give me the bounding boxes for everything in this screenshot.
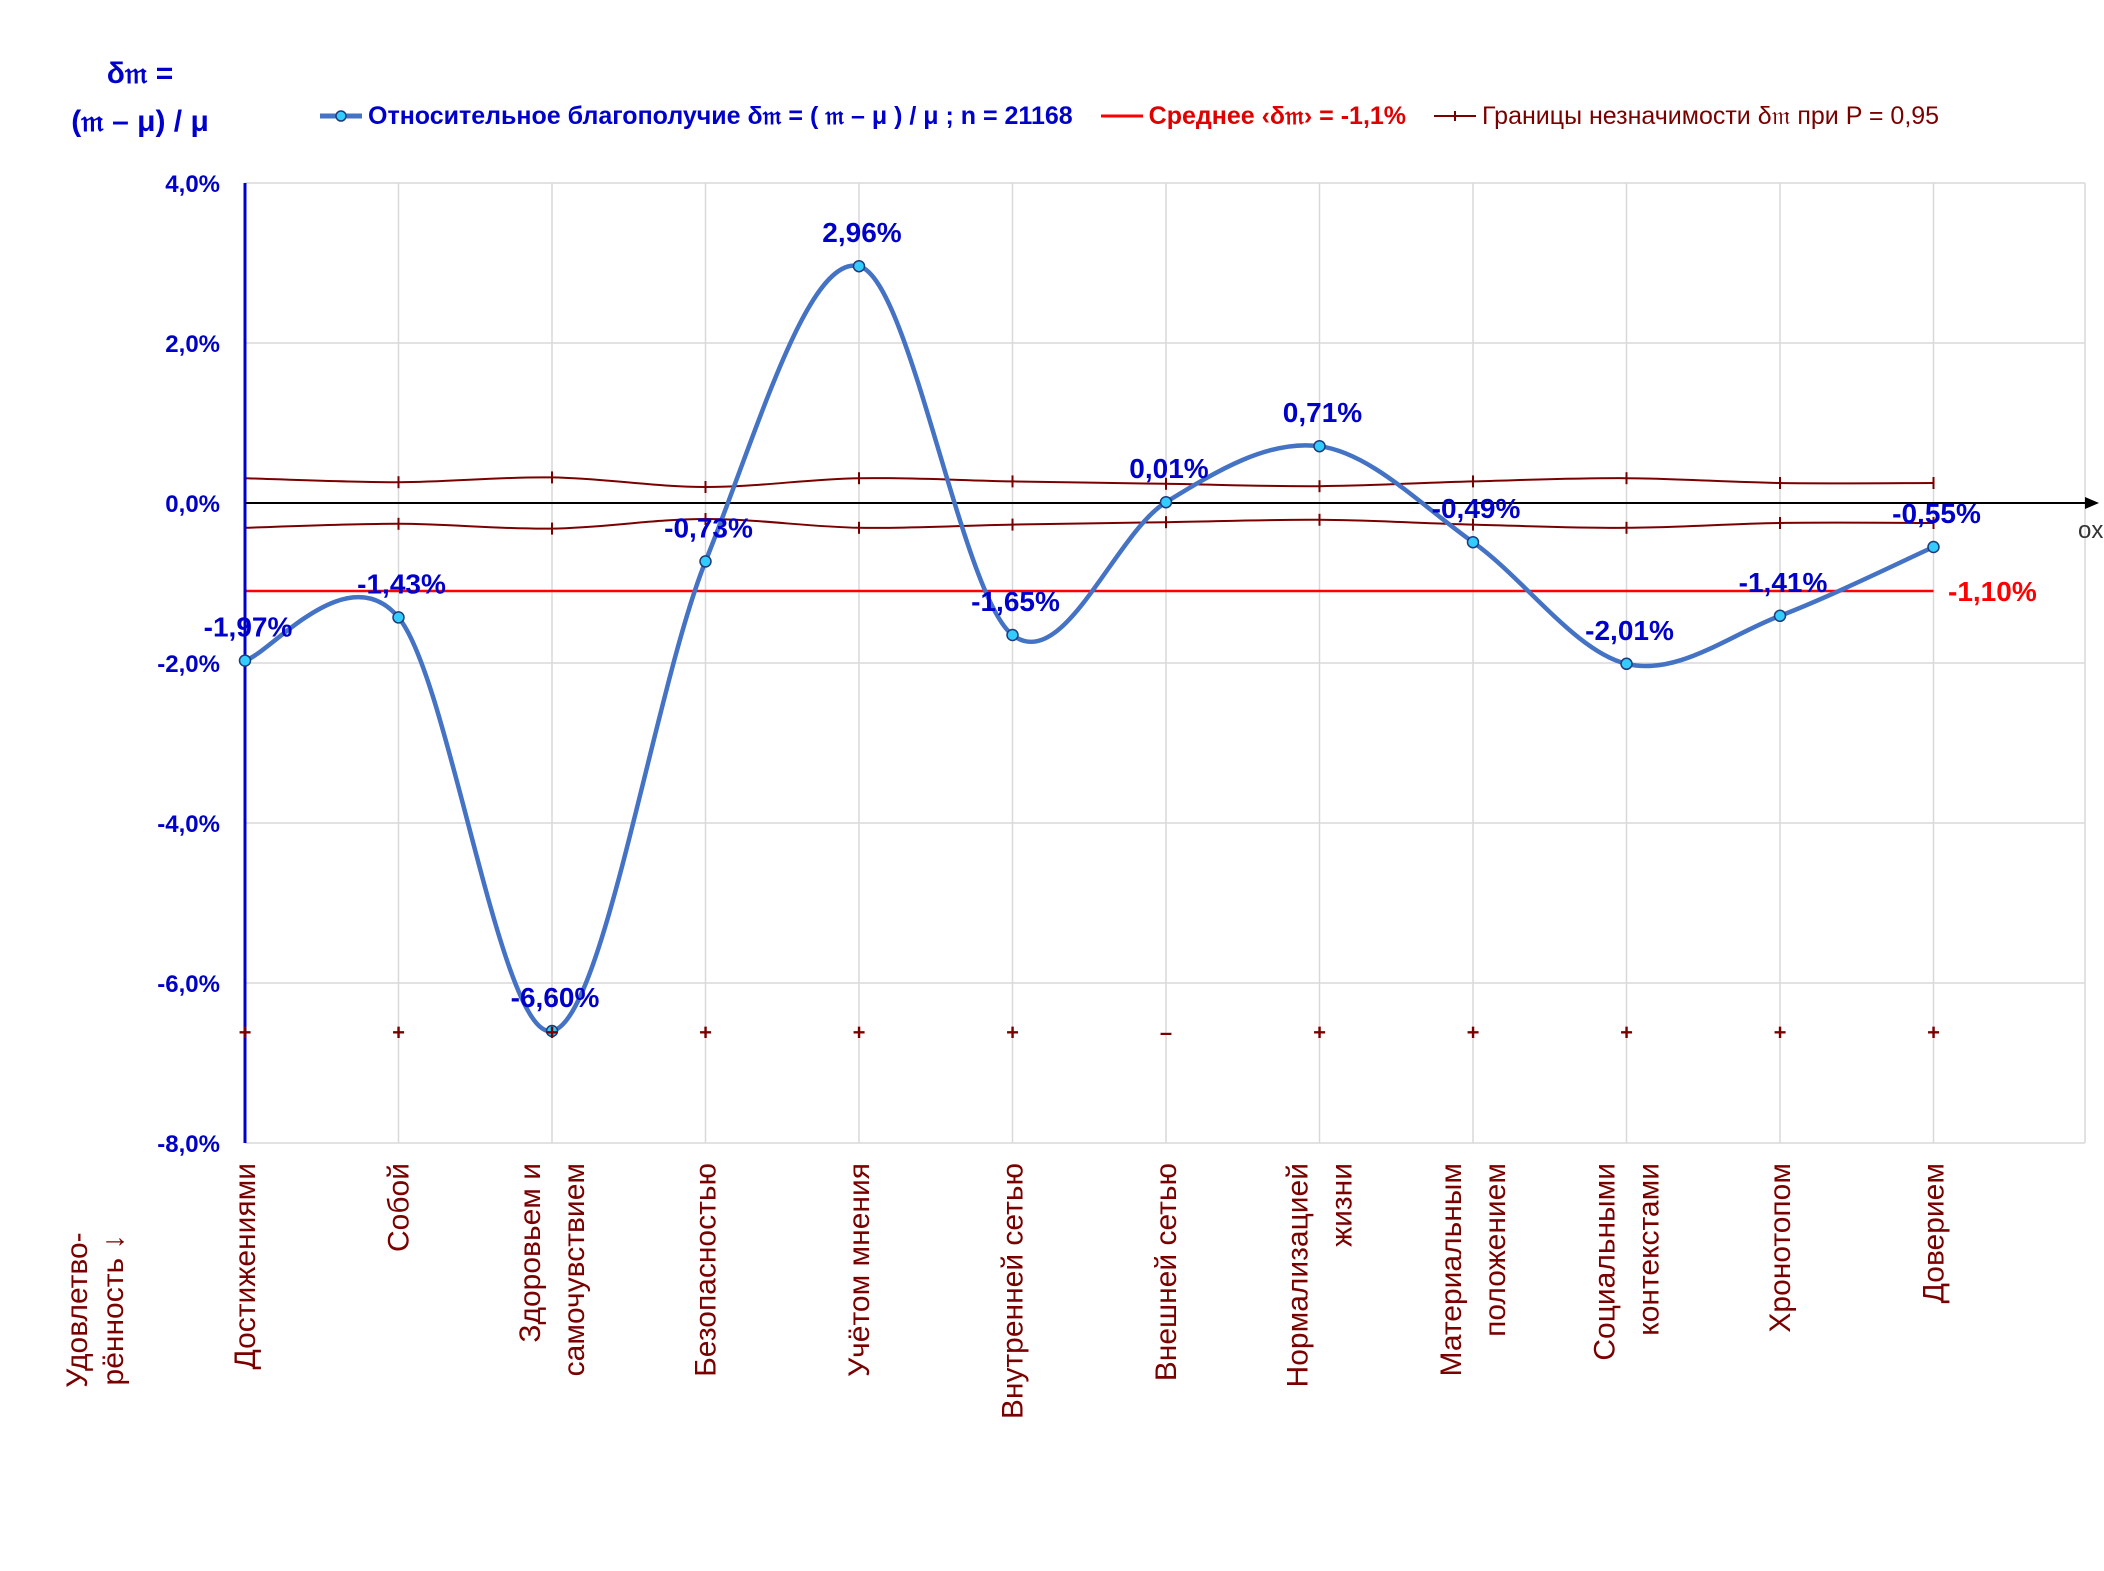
data-label: -1,65% <box>971 586 1060 617</box>
category-labels: Достижениями Собой Здоровьем и самочувствие… <box>229 1163 1951 1419</box>
significance-sign: + <box>239 1020 252 1045</box>
data-label: 0,71% <box>1283 397 1362 428</box>
mean-value-label: -1,10% <box>1948 576 2037 607</box>
legend-swatch-mean <box>1100 114 1143 118</box>
mean-line-group: -1,10% <box>245 576 2037 607</box>
data-point <box>1159 495 1173 509</box>
y-axis-title-line1: δ𝔪 = <box>106 57 174 90</box>
main-series-line <box>244 263 1935 1034</box>
data-labels: -1,97% -1,43% -6,60% -0,73% 2,96% -1,65% 0,01%… <box>204 217 1981 1013</box>
significance-sign: + <box>546 1020 559 1045</box>
legend: Относительное благополучие δ𝔪 = ( 𝔪 – μ … <box>318 96 1965 136</box>
significance-sign: + <box>699 1020 712 1045</box>
category-label: Собой <box>383 1163 416 1252</box>
y-tick-labels: 4,0% 2,0% 0,0% -2,0% -4,0% -6,0% -8,0% <box>157 171 220 1158</box>
category-label: Внутренней сетью <box>997 1163 1030 1419</box>
data-label: -6,60% <box>511 982 600 1013</box>
significance-sign: + <box>1927 1020 1940 1045</box>
category-label: самочувствием <box>558 1163 591 1376</box>
category-label: Доверием <box>1918 1163 1951 1303</box>
data-point <box>1466 535 1480 549</box>
data-point <box>1620 657 1633 671</box>
y-tick-label: -2,0% <box>157 651 220 678</box>
data-label: -1,43% <box>357 568 446 599</box>
data-label: -1,41% <box>1739 567 1828 598</box>
data-point <box>852 259 866 273</box>
legend-label-mean: Среднее ‹δ𝔪› = -1,1% <box>1148 101 1407 130</box>
data-point <box>392 611 405 624</box>
significance-sign: + <box>1006 1020 1019 1045</box>
x-axis-arrow <box>2085 497 2099 509</box>
y-tick-label: 4,0% <box>165 171 220 198</box>
category-label: Социальными <box>1589 1163 1622 1361</box>
data-point <box>1773 609 1787 623</box>
y-axis-title-line2: (𝔪 – μ) / μ <box>71 105 209 138</box>
data-point <box>545 1024 559 1038</box>
category-label: Учётом мнения <box>843 1163 876 1377</box>
y-tick-label: -8,0% <box>157 1131 220 1158</box>
category-label: Нормализацией <box>1282 1163 1315 1387</box>
data-label: 0,01% <box>1129 453 1208 484</box>
significance-sign: + <box>1467 1020 1480 1045</box>
data-label: -0,55% <box>1892 498 1981 529</box>
category-label: Безопасностью <box>690 1163 723 1377</box>
lower-bound-line <box>244 517 1934 530</box>
significance-sign: + <box>1774 1020 1787 1045</box>
data-label: -0,73% <box>664 512 753 543</box>
legend-item-mean: Среднее ‹δ𝔪› = -1,1% <box>1099 102 1406 131</box>
significance-sign: + <box>853 1020 866 1045</box>
data-point <box>1006 628 1019 642</box>
significance-sign: + <box>1313 1020 1326 1045</box>
category-label: положением <box>1479 1163 1512 1337</box>
y-tick-label: -6,0% <box>157 971 220 998</box>
upper-bound-line <box>244 476 1934 489</box>
category-label: Здоровьем и <box>514 1163 547 1343</box>
category-label: Хронотопом <box>1764 1163 1797 1333</box>
y-tick-label: -4,0% <box>157 811 220 838</box>
data-label: -0,49% <box>1432 493 1521 524</box>
category-label: Внешней сетью <box>1150 1163 1183 1381</box>
y-tick-label: 0,0% <box>165 491 220 518</box>
data-label: -2,01% <box>1585 615 1674 646</box>
significance-sign: + <box>392 1020 405 1045</box>
legend-label-bounds: Границы незначимости δ𝔪 при P = 0,95 <box>1482 101 1940 130</box>
significance-bounds <box>244 471 1935 535</box>
data-label: 2,96% <box>822 217 901 248</box>
y-axis-title: δ𝔪 = (𝔪 – μ) / μ <box>40 50 240 146</box>
category-label: Достижениями <box>229 1163 262 1370</box>
data-label: -1,97% <box>204 612 293 643</box>
legend-swatch-bounds <box>1434 111 1477 121</box>
category-label: контекстами <box>1633 1163 1666 1336</box>
data-point <box>238 654 252 667</box>
data-point <box>699 555 712 568</box>
significance-sign: + <box>1620 1020 1633 1045</box>
legend-item-main: Относительное благополучие δ𝔪 = ( 𝔪 – μ … <box>318 102 1073 131</box>
category-label: Материальным <box>1435 1163 1468 1376</box>
significance-sign: – <box>1160 1020 1172 1045</box>
y-tick-label: 2,0% <box>165 331 220 358</box>
category-label: жизни <box>1326 1163 1359 1247</box>
legend-swatch-main <box>320 110 362 122</box>
data-point <box>1313 439 1326 453</box>
significance-signs: + + + + + + – + + + + + <box>239 1020 1940 1045</box>
legend-item-bounds: Границы незначимости δ𝔪 при P = 0,95 <box>1432 102 1939 131</box>
x-axis-name: ox <box>2078 517 2103 544</box>
data-point <box>1927 540 1940 554</box>
legend-label-main: Относительное благополучие δ𝔪 = ( 𝔪 – μ … <box>368 101 1073 130</box>
main-series <box>238 259 1940 1038</box>
